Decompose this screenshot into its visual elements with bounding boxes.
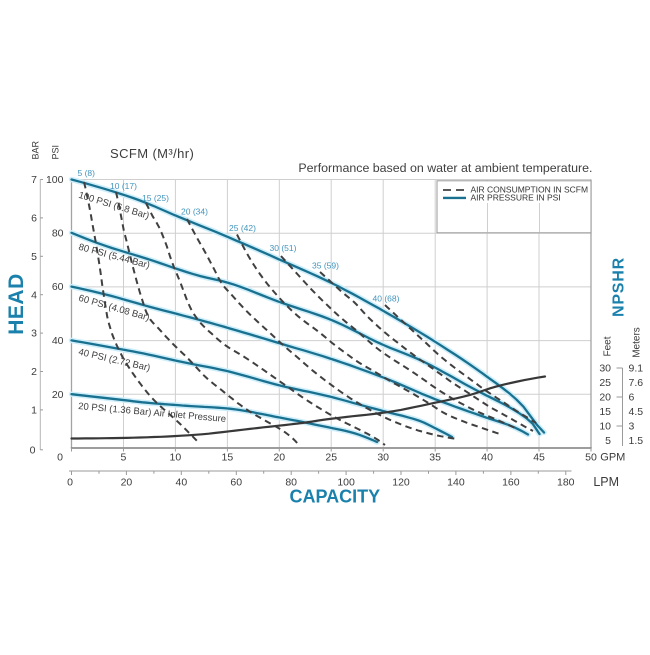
svg-text:15: 15 <box>222 451 234 463</box>
svg-text:HEAD: HEAD <box>5 273 28 335</box>
svg-text:9.1: 9.1 <box>629 363 644 375</box>
svg-text:60: 60 <box>52 281 64 293</box>
svg-text:40 (68): 40 (68) <box>373 293 400 303</box>
svg-text:5: 5 <box>31 251 37 263</box>
svg-text:6: 6 <box>31 213 37 225</box>
svg-text:LPM: LPM <box>593 475 619 489</box>
svg-text:2: 2 <box>31 366 37 378</box>
svg-text:Performance based on water at: Performance based on water at ambient te… <box>298 161 592 175</box>
svg-text:120: 120 <box>392 477 410 489</box>
svg-text:4: 4 <box>31 289 37 301</box>
svg-text:0: 0 <box>30 445 36 457</box>
svg-text:5: 5 <box>121 451 127 463</box>
svg-text:100: 100 <box>46 174 64 186</box>
svg-text:45: 45 <box>533 451 545 463</box>
svg-text:7: 7 <box>31 174 37 186</box>
svg-text:180: 180 <box>557 477 575 489</box>
svg-text:4.5: 4.5 <box>629 406 644 418</box>
svg-text:1: 1 <box>31 405 37 417</box>
svg-text:AIR CONSUMPTION IN SCFM: AIR CONSUMPTION IN SCFM <box>471 185 589 195</box>
svg-text:35: 35 <box>429 451 441 463</box>
svg-text:80: 80 <box>285 477 297 489</box>
svg-text:30 (51): 30 (51) <box>270 243 297 253</box>
svg-text:10: 10 <box>170 451 182 463</box>
svg-text:25 (42): 25 (42) <box>229 223 256 233</box>
svg-text:BAR: BAR <box>31 140 41 159</box>
svg-text:5 (8): 5 (8) <box>78 168 96 178</box>
svg-text:20: 20 <box>273 451 285 463</box>
svg-text:40: 40 <box>52 335 64 347</box>
svg-text:25: 25 <box>599 377 611 389</box>
svg-text:20: 20 <box>599 392 611 404</box>
svg-text:100: 100 <box>337 477 355 489</box>
svg-text:7.6: 7.6 <box>629 377 644 389</box>
svg-text:10: 10 <box>599 421 611 433</box>
svg-text:15: 15 <box>599 406 611 418</box>
svg-text:Meters: Meters <box>632 327 643 358</box>
svg-text:80: 80 <box>52 227 64 239</box>
svg-text:25: 25 <box>325 451 337 463</box>
svg-text:40: 40 <box>175 477 187 489</box>
svg-text:1.5: 1.5 <box>629 435 644 447</box>
svg-text:5: 5 <box>605 435 611 447</box>
svg-text:160: 160 <box>502 477 520 489</box>
svg-text:0: 0 <box>57 451 63 463</box>
svg-text:20: 20 <box>121 477 133 489</box>
svg-text:Feet: Feet <box>603 336 614 356</box>
svg-text:60: 60 <box>230 477 242 489</box>
svg-text:3: 3 <box>629 421 635 433</box>
svg-text:35 (59): 35 (59) <box>312 260 339 270</box>
svg-text:SCFM (M³/hr): SCFM (M³/hr) <box>110 146 194 161</box>
svg-text:140: 140 <box>447 477 465 489</box>
svg-text:40: 40 <box>481 451 493 463</box>
svg-text:GPM: GPM <box>600 452 625 464</box>
svg-text:10 (17): 10 (17) <box>110 181 137 191</box>
svg-text:PSI: PSI <box>51 145 61 160</box>
svg-text:20: 20 <box>52 389 64 401</box>
svg-text:50: 50 <box>585 451 597 463</box>
svg-text:NPSHR: NPSHR <box>611 257 628 317</box>
svg-text:AIR PRESSURE IN PSI: AIR PRESSURE IN PSI <box>471 193 561 203</box>
svg-text:30: 30 <box>377 451 389 463</box>
svg-text:20 (34): 20 (34) <box>181 206 208 216</box>
svg-text:15 (25): 15 (25) <box>142 193 169 203</box>
svg-text:6: 6 <box>629 392 635 404</box>
svg-text:30: 30 <box>599 363 611 375</box>
svg-text:3: 3 <box>31 328 37 340</box>
svg-text:CAPACITY: CAPACITY <box>289 487 380 507</box>
svg-text:0: 0 <box>67 477 73 489</box>
